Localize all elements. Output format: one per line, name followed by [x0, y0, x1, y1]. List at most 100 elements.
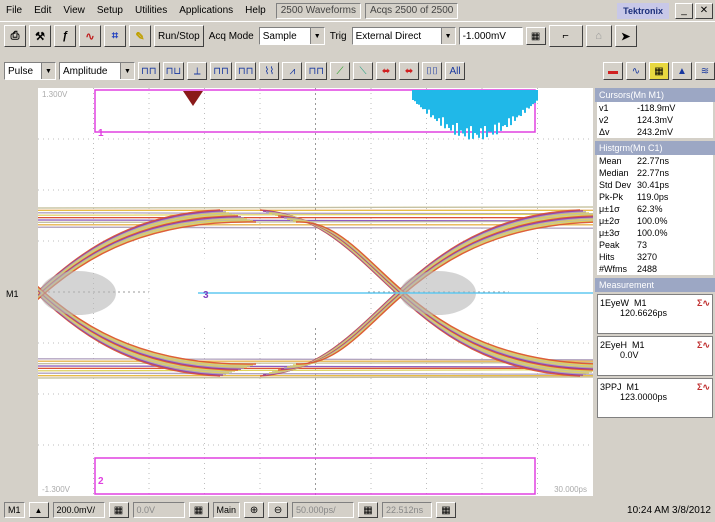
menu-applications[interactable]: Applications [179, 4, 234, 16]
function-icon[interactable]: ƒ [54, 25, 76, 47]
trig-slope-icon[interactable]: ⌐ [548, 25, 583, 47]
trig-level-spin-icon[interactable]: ▦ [525, 27, 546, 45]
trig-source-select[interactable]: External Direct ▼ [351, 27, 456, 45]
zoom-icon[interactable]: ⌗ [104, 25, 126, 47]
trig-level-value: -1.000mV [462, 30, 506, 42]
menu-help[interactable]: Help [245, 4, 266, 16]
readout-row: Median 22.77ns [597, 167, 713, 179]
chevron-down-icon: ▼ [440, 28, 455, 44]
horizontal-position[interactable]: 22.512ns [382, 502, 433, 518]
meas-arrow-left-icon[interactable]: ⬌ [376, 62, 397, 80]
menu-utilities[interactable]: Utilities [135, 4, 168, 16]
cursor-arrow-icon[interactable]: ➤ [614, 25, 637, 47]
meas-duty-icon[interactable]: ⊓⊓ [234, 62, 257, 80]
readout-row: μ±2σ 100.0% [597, 215, 713, 227]
chevron-down-icon: ▼ [41, 63, 55, 79]
readout-value: 22.77ns [637, 168, 670, 178]
readout-row: μ±1σ 62.3% [597, 203, 713, 215]
display-waveform-icon[interactable]: ∿ [626, 62, 646, 80]
vertical-offset[interactable]: 0.0V [132, 502, 185, 518]
meas-arrow-right-icon[interactable]: ⬌ [399, 62, 420, 80]
scope-display[interactable]: 1.300V -1.300V 30.000ps 1 2 3 [38, 88, 593, 496]
eye-top-rail [38, 219, 593, 222]
menu-setup[interactable]: Setup [96, 4, 123, 16]
main-toolbar: ⎙ ⚒ ƒ ∿ ⌗ ✎ Run/Stop Acq Mode Sample ▼ T… [0, 22, 715, 50]
tools-icon[interactable]: ⚒ [29, 25, 51, 47]
channel-marker[interactable]: M1 [6, 289, 19, 299]
autoset-icon[interactable]: ⌂ [585, 25, 612, 47]
display-grid-icon[interactable]: ▦ [649, 62, 669, 80]
pencil-icon[interactable]: ✎ [129, 25, 151, 47]
readout-key: Peak [599, 240, 620, 250]
acq-mode-label: Acq Mode [208, 30, 254, 42]
eye-transition [38, 292, 227, 375]
acq-mode-select[interactable]: Sample ▼ [258, 27, 325, 45]
horizontal-scale[interactable]: 50.000ps/ [292, 502, 355, 518]
hscale-spin-icon[interactable]: ▦ [358, 502, 379, 518]
meas-area-icon[interactable]: ⩘ [282, 62, 303, 80]
display-red-line-icon[interactable]: ▬ [603, 62, 623, 80]
readout-key: Mean [599, 156, 622, 166]
menu-file[interactable]: File [6, 4, 23, 16]
channel-select[interactable]: M1 [4, 502, 25, 518]
readout-value: 100.0% [637, 228, 668, 238]
eye-bottom-rail [38, 376, 593, 379]
zoom-out-icon[interactable]: ⊖ [268, 502, 289, 518]
waveform-icon[interactable]: ∿ [79, 25, 101, 47]
measurement-header[interactable]: Measurement [595, 278, 715, 292]
cursor1-label: 1 [98, 128, 104, 139]
scale-spin-icon[interactable]: ▦ [108, 502, 129, 518]
meas-value: 0.0V [620, 350, 639, 360]
close-icon[interactable]: ✕ [695, 2, 713, 19]
meas-fall-edge-icon[interactable]: ⟍ [353, 62, 374, 80]
measurement-item[interactable]: 3PPJ M1 123.0000ps Σ∿ [597, 378, 713, 418]
hpos-spin-icon[interactable]: ▦ [436, 502, 457, 518]
measurement-item[interactable]: 1EyeW M1 120.6626ps Σ∿ [597, 294, 713, 334]
readout-key: v2 [599, 115, 609, 125]
readout-row: Δv 243.2mV [597, 126, 713, 138]
vertical-scale[interactable]: 200.0mV/ [52, 502, 105, 518]
meas-all-icon[interactable]: All [445, 62, 466, 80]
meas-source-select[interactable]: Pulse ▼ [4, 62, 56, 80]
print-icon[interactable]: ⎙ [4, 25, 26, 47]
readout-value: 243.2mV [637, 127, 674, 137]
menu-view[interactable]: View [63, 4, 85, 16]
minimize-icon[interactable]: _ [675, 2, 693, 19]
menu-edit[interactable]: Edit [34, 4, 52, 16]
meas-stats-icon[interactable]: Σ∿ [697, 382, 710, 392]
meas-rise-icon[interactable]: ⟂ [187, 62, 208, 80]
meas-stats-icon[interactable]: Σ∿ [697, 298, 710, 308]
channel-up-icon[interactable]: ▲ [28, 502, 49, 518]
measurement-item[interactable]: 2EyeH M1 0.0V Σ∿ [597, 336, 713, 376]
meas-width-icon[interactable]: ⊓⊔ [162, 62, 185, 80]
offset-spin-icon[interactable]: ▦ [188, 502, 209, 518]
readout-key: μ±1σ [599, 204, 620, 214]
histogram-header[interactable]: Histgrm(Mn C1) [595, 141, 715, 155]
meas-gate-icon[interactable]: ⌷⌷ [422, 62, 443, 80]
meas-rise-edge-icon[interactable]: ⟋ [330, 62, 351, 80]
trigger-marker [183, 91, 203, 106]
meas-pulse-icon[interactable]: ⊓⊓ [138, 62, 160, 80]
display-phosphor-icon[interactable]: ≋ [695, 62, 715, 80]
histogram-readout: Mean 22.77ns Median 22.77ns Std Dev 30.41ps… [597, 155, 713, 275]
cursor2-label: 2 [98, 476, 104, 487]
cursors-header[interactable]: Cursors(Mn M1) [595, 88, 715, 102]
meas-value: 120.6626ps [620, 308, 668, 318]
readout-value: 62.3% [637, 204, 663, 214]
meas-value: 123.0000ps [620, 392, 668, 402]
menu-bar: File Edit View Setup Utilities Applicati… [0, 0, 715, 22]
meas-period-icon[interactable]: ⊓⊓ [210, 62, 232, 80]
meas-stats-icon[interactable]: Σ∿ [697, 340, 710, 350]
run-stop-button[interactable]: Run/Stop [154, 25, 204, 47]
meas-freq-icon[interactable]: ⊓⊓ [305, 62, 328, 80]
timebase-select[interactable]: Main [212, 502, 241, 518]
zoom-in-icon[interactable]: ⊕ [244, 502, 265, 518]
trig-label: Trig [329, 30, 347, 42]
meas-amplitude-icon[interactable]: ⌇⌇ [259, 62, 280, 80]
chevron-down-icon: ▼ [309, 28, 324, 44]
trig-level-input[interactable]: -1.000mV [458, 27, 523, 45]
measurement-toolbar: Pulse ▼ Amplitude ▼ ⊓⊓ ⊓⊔ ⟂ ⊓⊓ ⊓⊓ ⌇⌇ ⩘ ⊓… [0, 58, 715, 84]
display-peak-icon[interactable]: ▲ [672, 62, 692, 80]
timebase-scale-label: 30.000ps [554, 485, 587, 494]
meas-type-select[interactable]: Amplitude ▼ [59, 62, 135, 80]
